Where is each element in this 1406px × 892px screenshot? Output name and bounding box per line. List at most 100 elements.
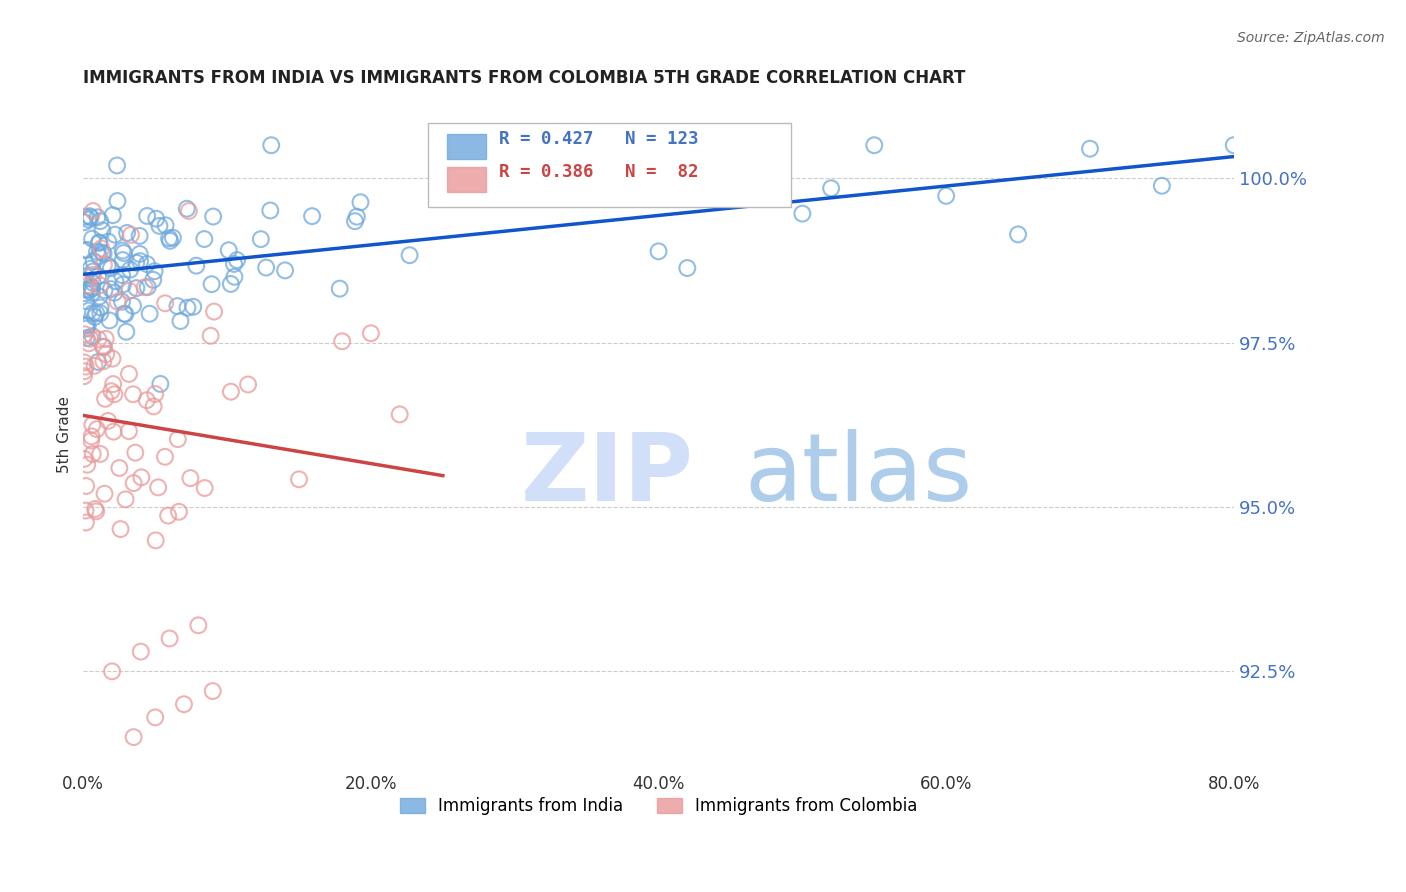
Point bbox=[222, 257, 245, 271]
Point bbox=[84, 504, 107, 518]
Point bbox=[100, 384, 122, 399]
Point bbox=[97, 259, 120, 273]
Point bbox=[84, 306, 107, 320]
Point bbox=[93, 283, 115, 297]
Point bbox=[75, 294, 97, 309]
Point bbox=[87, 249, 110, 263]
Point bbox=[114, 307, 136, 321]
Point bbox=[79, 211, 101, 225]
Text: R = 0.386   N =  82: R = 0.386 N = 82 bbox=[499, 163, 699, 181]
Point bbox=[90, 301, 112, 315]
Point bbox=[166, 299, 188, 313]
Point bbox=[176, 202, 198, 216]
Point bbox=[149, 376, 172, 391]
Point bbox=[111, 244, 134, 258]
Point bbox=[1223, 138, 1246, 153]
Point bbox=[398, 248, 420, 262]
Point bbox=[73, 210, 96, 224]
Text: R = 0.427   N = 123: R = 0.427 N = 123 bbox=[499, 130, 699, 148]
Point bbox=[73, 327, 96, 342]
Point bbox=[1007, 227, 1029, 242]
Point bbox=[647, 244, 669, 259]
Point bbox=[145, 211, 167, 226]
Point bbox=[110, 522, 132, 536]
Point bbox=[676, 260, 699, 275]
Point bbox=[236, 377, 259, 392]
Point bbox=[259, 203, 281, 218]
Point bbox=[254, 260, 277, 275]
Point bbox=[75, 269, 97, 284]
Point bbox=[73, 369, 96, 384]
Point bbox=[84, 502, 107, 516]
Point bbox=[91, 340, 114, 354]
Point bbox=[142, 400, 165, 414]
Point bbox=[134, 280, 156, 294]
Point bbox=[79, 332, 101, 346]
Point bbox=[75, 286, 97, 301]
Point bbox=[120, 227, 142, 242]
Point bbox=[75, 479, 97, 493]
Point bbox=[720, 186, 742, 201]
Point bbox=[87, 355, 110, 369]
Point bbox=[194, 481, 217, 495]
Point bbox=[124, 445, 146, 459]
Point bbox=[349, 195, 371, 210]
Point bbox=[138, 307, 160, 321]
Point bbox=[76, 331, 98, 345]
Point bbox=[115, 325, 138, 339]
Point bbox=[73, 215, 96, 229]
Point bbox=[935, 189, 957, 203]
Point bbox=[82, 264, 104, 278]
Point bbox=[89, 447, 111, 461]
Point bbox=[129, 254, 152, 268]
Point bbox=[75, 359, 97, 374]
Point bbox=[89, 235, 111, 250]
Point bbox=[1078, 142, 1101, 156]
Point bbox=[181, 300, 204, 314]
Point bbox=[202, 210, 225, 224]
Point bbox=[346, 210, 368, 224]
Point bbox=[218, 244, 240, 258]
Point bbox=[93, 340, 115, 354]
Point bbox=[76, 243, 98, 257]
Point bbox=[96, 347, 118, 361]
Point bbox=[148, 219, 170, 233]
Point bbox=[179, 471, 201, 485]
Point bbox=[79, 283, 101, 297]
Point bbox=[111, 268, 134, 282]
Point bbox=[360, 326, 382, 341]
Point bbox=[79, 261, 101, 276]
Point bbox=[82, 447, 104, 461]
Point bbox=[201, 684, 224, 698]
Point bbox=[250, 232, 273, 246]
Point bbox=[103, 285, 125, 300]
Point bbox=[202, 304, 225, 318]
Point bbox=[82, 329, 104, 343]
Point bbox=[159, 234, 181, 248]
Point bbox=[115, 226, 138, 240]
Point bbox=[86, 211, 108, 225]
Point bbox=[87, 235, 110, 250]
Point bbox=[162, 231, 184, 245]
Point bbox=[101, 377, 124, 392]
Point bbox=[101, 351, 124, 366]
Point bbox=[100, 282, 122, 296]
Point bbox=[111, 277, 134, 292]
Point bbox=[89, 306, 111, 320]
Point bbox=[80, 429, 103, 443]
Point bbox=[131, 470, 153, 484]
Point bbox=[166, 432, 188, 446]
Point bbox=[77, 336, 100, 351]
Point bbox=[103, 425, 125, 439]
Point bbox=[193, 232, 215, 246]
Point bbox=[125, 281, 148, 295]
Point bbox=[73, 364, 96, 378]
Point bbox=[343, 214, 366, 228]
Point bbox=[111, 253, 134, 268]
Point bbox=[77, 212, 100, 227]
Point bbox=[107, 294, 129, 309]
Point bbox=[104, 227, 127, 242]
Point bbox=[260, 138, 283, 153]
Point bbox=[83, 254, 105, 268]
Point bbox=[82, 204, 104, 219]
